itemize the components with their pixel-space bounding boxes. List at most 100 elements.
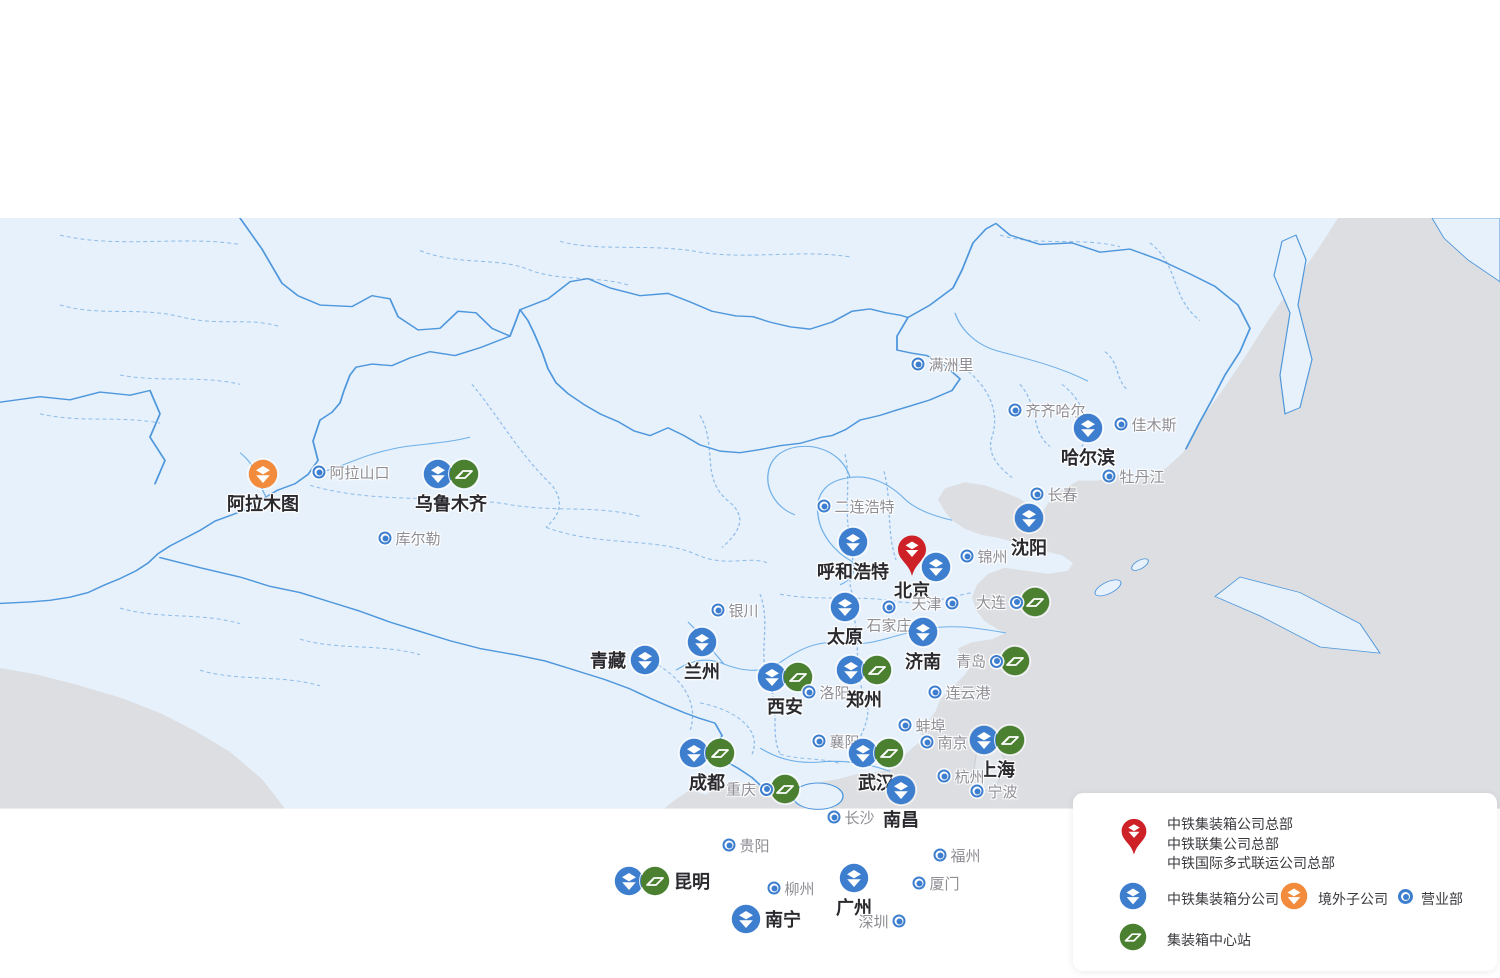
center-station-icon: [995, 725, 1025, 755]
legend-office-label: 营业部: [1421, 891, 1463, 907]
marker-qingdao[interactable]: 青岛: [956, 646, 1030, 676]
marker-lanzhou[interactable]: 兰州: [684, 627, 720, 682]
marker-qingzang[interactable]: 青藏: [590, 645, 660, 675]
marker-label: 广州: [836, 898, 872, 918]
marker-qiqihar[interactable]: 齐齐哈尔: [1008, 403, 1086, 420]
marker-label: 佳木斯: [1131, 416, 1177, 434]
marker-bengbu[interactable]: 蚌埠: [898, 718, 946, 735]
marker-fuzhou[interactable]: 福州: [933, 848, 981, 865]
landmass: [0, 218, 1500, 810]
business-office-icon: [1398, 889, 1413, 904]
overseas-company-icon: [248, 459, 278, 489]
marker-ningbo[interactable]: 宁波: [970, 784, 1018, 801]
marker-label: 呼和浩特: [817, 562, 889, 582]
marker-luoyang[interactable]: 洛阳: [802, 685, 850, 702]
business-office-icon: [1102, 469, 1116, 483]
marker-label: 齐齐哈尔: [1025, 402, 1086, 420]
marker-label: 阿拉山口: [329, 464, 390, 482]
marker-label: 长春: [1047, 486, 1078, 504]
branch-company-icon: [679, 738, 709, 768]
business-office-icon: [898, 718, 912, 732]
marker-almaty[interactable]: 阿拉木图: [227, 459, 299, 514]
business-office-icon: [722, 838, 736, 852]
business-office-icon: [928, 685, 942, 699]
business-office-icon: [378, 531, 392, 545]
marker-changsha[interactable]: 长沙: [827, 810, 875, 827]
marker-label: 武汉: [858, 773, 894, 793]
marker-guiyang[interactable]: 贵阳: [722, 838, 770, 855]
marker-erenhot[interactable]: 二连浩特: [817, 499, 895, 516]
center-station-icon: [783, 662, 813, 692]
marker-liuzhou[interactable]: 柳州: [767, 881, 815, 898]
marker-label: 蚌埠: [915, 717, 946, 735]
marker-label: 太原: [827, 627, 863, 647]
marker-tianjin[interactable]: 天津: [911, 596, 959, 613]
branch-company-icon: [630, 645, 660, 675]
center-station-icon: [705, 738, 735, 768]
center-station-icon: [862, 655, 892, 685]
branch-company-icon: [1119, 882, 1147, 910]
marker-kunming[interactable]: 昆明: [614, 866, 710, 896]
business-office-icon: [960, 549, 974, 563]
marker-changchun[interactable]: 长春: [1030, 487, 1078, 504]
marker-label: 连云港: [945, 684, 991, 702]
marker-alashankou[interactable]: 阿拉山口: [312, 465, 390, 482]
marker-guangzhou[interactable]: 广州: [836, 863, 872, 918]
marker-taiyuan[interactable]: 太原: [827, 592, 863, 647]
business-office-icon: [911, 357, 925, 371]
hq-pin-icon: [1121, 818, 1147, 855]
marker-label: 西安: [767, 697, 803, 717]
business-office-icon: [1008, 403, 1022, 417]
marker-shijiazhuang[interactable]: 石家庄: [866, 600, 912, 635]
marker-label: 北京: [894, 581, 930, 601]
branch-company-icon: [838, 527, 868, 557]
marker-jinan[interactable]: 济南: [905, 617, 941, 672]
marker-label: 南京: [937, 734, 968, 752]
marker-label: 贵阳: [739, 837, 770, 855]
marker-hangzhou[interactable]: 杭州: [937, 769, 985, 786]
legend-hq-line3: 中铁国际多式联运公司总部: [1167, 855, 1335, 871]
marker-shenzhen[interactable]: 深圳: [858, 914, 906, 931]
marker-chongqing[interactable]: 重庆: [726, 774, 800, 804]
marker-xian[interactable]: 西安: [757, 662, 813, 717]
marker-hohhot[interactable]: 呼和浩特: [817, 527, 889, 582]
marker-label: 青岛: [955, 653, 986, 671]
marker-xiamen[interactable]: 厦门: [912, 876, 960, 893]
marker-nanchang[interactable]: 南昌: [883, 775, 919, 830]
branch-company-icon: [1014, 503, 1044, 533]
marker-nanning[interactable]: 南宁: [731, 904, 801, 934]
legend-hq-line2: 中铁联集公司总部: [1167, 835, 1279, 852]
business-office-icon: [933, 848, 947, 862]
marker-xiangyang[interactable]: 襄阳: [812, 734, 860, 751]
center-station-icon: [874, 738, 904, 768]
marker-mudanjiang[interactable]: 牡丹江: [1102, 469, 1165, 486]
business-office-icon: [970, 784, 984, 798]
marker-yinchuan[interactable]: 银川: [711, 603, 759, 620]
legend-hq-text: 中铁集装箱公司总部 中铁联集公司总部 中铁国际多式联运公司总部: [1167, 815, 1335, 874]
marker-jiamusi[interactable]: 佳木斯: [1114, 417, 1177, 434]
business-office-icon: [827, 810, 841, 824]
marker-jinzhou[interactable]: 锦州: [960, 549, 1008, 566]
marker-label: 天津: [911, 595, 942, 613]
marker-manzhouli[interactable]: 满洲里: [911, 357, 974, 374]
business-office-icon: [937, 769, 951, 783]
marker-dalian[interactable]: 大连: [976, 587, 1050, 617]
marker-shanghai[interactable]: 上海: [969, 725, 1025, 780]
branch-company-icon: [1073, 413, 1103, 443]
marker-shenyang[interactable]: 沈阳: [1011, 503, 1047, 558]
business-office-icon: [802, 685, 816, 699]
marker-nanjing[interactable]: 南京: [920, 735, 968, 752]
marker-zhengzhou[interactable]: 郑州: [836, 655, 892, 710]
marker-label: 济南: [905, 652, 941, 672]
marker-urumqi[interactable]: 乌鲁木齐: [415, 459, 487, 514]
marker-korla[interactable]: 库尔勒: [378, 531, 441, 548]
legend-branch-label: 中铁集装箱分公司: [1167, 891, 1279, 907]
marker-lianyungang[interactable]: 连云港: [928, 685, 991, 702]
branch-company-icon: [886, 775, 916, 805]
marker-chengdu[interactable]: 成都: [679, 738, 735, 793]
marker-harbin[interactable]: 哈尔滨: [1061, 413, 1115, 468]
marker-label: 满洲里: [928, 356, 974, 374]
marker-label: 福州: [950, 847, 981, 865]
marker-wuhan[interactable]: 武汉: [848, 738, 904, 793]
